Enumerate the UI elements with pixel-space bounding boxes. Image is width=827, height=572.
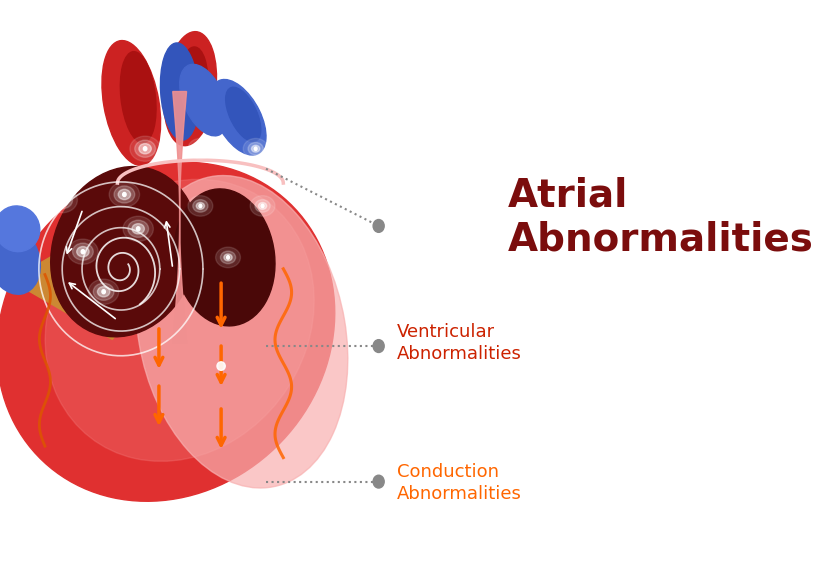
Ellipse shape (50, 166, 198, 337)
Ellipse shape (122, 192, 126, 196)
Ellipse shape (130, 136, 160, 161)
Ellipse shape (227, 256, 229, 259)
Ellipse shape (73, 129, 93, 146)
Ellipse shape (102, 289, 105, 294)
Ellipse shape (373, 340, 385, 352)
Ellipse shape (120, 51, 156, 143)
Ellipse shape (118, 189, 131, 200)
Ellipse shape (81, 135, 84, 139)
Ellipse shape (251, 145, 260, 152)
FancyArrowPatch shape (69, 283, 115, 319)
Ellipse shape (255, 200, 270, 212)
Wedge shape (11, 221, 135, 339)
Ellipse shape (143, 147, 147, 151)
Ellipse shape (254, 147, 257, 150)
Ellipse shape (373, 475, 385, 488)
FancyArrowPatch shape (66, 212, 82, 253)
FancyArrowPatch shape (155, 329, 163, 365)
Ellipse shape (248, 142, 263, 155)
Ellipse shape (136, 227, 140, 231)
Ellipse shape (179, 64, 228, 136)
Ellipse shape (102, 41, 160, 165)
Ellipse shape (81, 249, 84, 253)
Ellipse shape (135, 140, 155, 157)
Ellipse shape (221, 251, 236, 264)
Ellipse shape (136, 176, 348, 488)
Ellipse shape (56, 195, 69, 205)
Ellipse shape (226, 88, 261, 141)
Ellipse shape (160, 43, 198, 140)
FancyArrowPatch shape (218, 283, 225, 325)
Ellipse shape (199, 147, 202, 150)
Ellipse shape (88, 279, 119, 304)
FancyArrowPatch shape (165, 222, 172, 266)
Ellipse shape (77, 132, 89, 142)
Ellipse shape (123, 216, 153, 241)
Ellipse shape (243, 138, 268, 159)
Ellipse shape (188, 138, 213, 159)
Ellipse shape (196, 202, 204, 209)
Ellipse shape (224, 254, 232, 261)
Ellipse shape (0, 206, 40, 252)
Ellipse shape (164, 31, 217, 146)
Text: Conduction
Abnormalities: Conduction Abnormalities (397, 463, 522, 503)
Ellipse shape (250, 196, 275, 216)
Ellipse shape (199, 204, 202, 208)
Text: Ventricular
Abnormalities: Ventricular Abnormalities (397, 323, 522, 363)
FancyArrowPatch shape (155, 386, 163, 422)
Ellipse shape (68, 239, 98, 264)
Ellipse shape (128, 220, 149, 237)
Ellipse shape (188, 196, 213, 216)
Ellipse shape (60, 198, 64, 202)
Ellipse shape (77, 247, 89, 257)
Ellipse shape (174, 189, 275, 326)
Ellipse shape (47, 188, 78, 213)
FancyArrowPatch shape (218, 409, 225, 445)
Ellipse shape (0, 162, 335, 501)
Ellipse shape (52, 192, 73, 209)
Ellipse shape (109, 182, 140, 207)
Ellipse shape (258, 202, 267, 209)
Ellipse shape (73, 243, 93, 260)
Ellipse shape (193, 142, 208, 155)
Ellipse shape (217, 362, 225, 371)
Ellipse shape (93, 283, 114, 300)
Text: Atrial
Abnormalities: Atrial Abnormalities (508, 176, 814, 259)
Ellipse shape (211, 80, 266, 155)
Ellipse shape (98, 287, 110, 297)
Ellipse shape (176, 47, 208, 127)
Ellipse shape (261, 204, 264, 208)
Ellipse shape (193, 200, 208, 212)
Ellipse shape (45, 180, 314, 461)
Ellipse shape (114, 186, 135, 203)
Ellipse shape (216, 247, 241, 268)
Ellipse shape (0, 227, 41, 294)
Ellipse shape (196, 145, 204, 152)
Ellipse shape (373, 220, 385, 232)
Polygon shape (173, 92, 187, 343)
FancyArrowPatch shape (218, 346, 225, 382)
Ellipse shape (68, 125, 98, 150)
Ellipse shape (139, 144, 151, 154)
Ellipse shape (132, 224, 145, 234)
